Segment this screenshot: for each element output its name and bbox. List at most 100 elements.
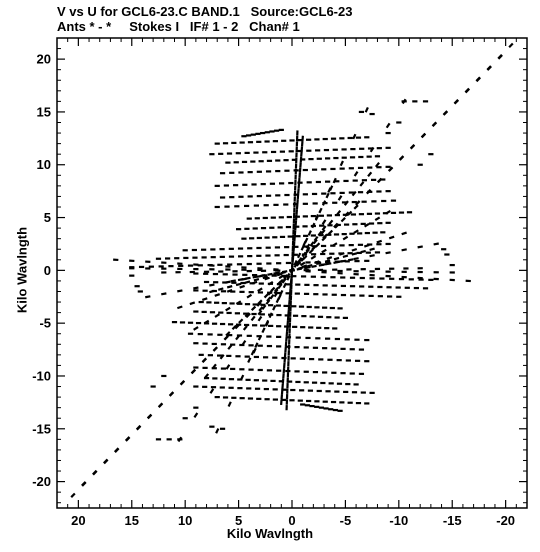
uv-point <box>422 134 426 138</box>
uv-point <box>255 343 257 348</box>
uv-point <box>354 205 358 209</box>
uv-point <box>348 259 353 260</box>
uv-point <box>329 220 332 224</box>
uv-point <box>226 308 230 311</box>
uv-point <box>247 295 251 298</box>
uv-point <box>402 233 407 235</box>
uv-point <box>418 246 423 247</box>
uv-point <box>231 280 236 281</box>
uv-point <box>159 403 163 407</box>
uv-point <box>265 294 269 298</box>
uv-point <box>273 305 275 310</box>
y-axis-label: Kilo Wavlngth <box>15 227 30 313</box>
uv-point <box>277 298 279 303</box>
uv-point <box>244 326 247 330</box>
uv-point <box>343 256 348 257</box>
uv-point <box>343 237 347 240</box>
uv-point <box>282 279 285 283</box>
x-axis-label: Kilo Wavlngth <box>0 526 540 541</box>
uv-point <box>298 258 301 262</box>
uv-point <box>319 208 321 213</box>
y-tick-label: 10 <box>37 157 51 172</box>
uv-point <box>252 316 255 320</box>
uv-point <box>352 249 357 251</box>
uv-point <box>145 296 150 297</box>
uv-point <box>298 253 300 258</box>
y-tick-label: -15 <box>32 421 51 436</box>
uv-point <box>259 316 262 320</box>
uv-point <box>334 258 339 259</box>
uv-point <box>254 279 259 280</box>
uv-point <box>224 336 228 340</box>
uv-point <box>434 243 439 244</box>
uv-point <box>213 347 217 351</box>
uv-point <box>202 298 207 300</box>
uv-point <box>366 107 368 112</box>
uv-point <box>368 172 371 176</box>
uv-point <box>309 231 311 236</box>
uv-point <box>300 263 304 266</box>
uv-point <box>229 402 231 407</box>
uv-point <box>82 482 86 486</box>
y-tick-label: 15 <box>37 104 51 119</box>
uv-point <box>444 111 448 115</box>
uv-point <box>245 281 250 282</box>
uv-point <box>263 277 268 278</box>
uv-point <box>216 429 218 434</box>
uv-point <box>239 319 243 323</box>
uv-point <box>104 459 108 463</box>
uv-point <box>402 249 407 250</box>
uv-point <box>355 172 358 176</box>
uv-point <box>326 263 331 264</box>
uv-point <box>194 327 198 330</box>
uv-point <box>477 78 481 82</box>
uv-point <box>228 345 231 349</box>
uv-point <box>192 370 196 374</box>
uv-point <box>236 284 241 285</box>
uv-point <box>323 220 326 224</box>
uv-point <box>389 237 394 239</box>
uv-point <box>126 437 130 441</box>
uv-point <box>327 257 332 259</box>
uv-point <box>137 426 141 430</box>
uv-point <box>232 326 236 330</box>
uv-point <box>326 193 328 198</box>
uv-point <box>258 288 262 291</box>
uv-point <box>433 123 437 127</box>
uv-point <box>170 392 174 396</box>
uv-point <box>305 238 307 243</box>
uv-point <box>297 269 302 270</box>
uv-point <box>411 145 415 149</box>
uv-point <box>115 448 119 452</box>
uv-point <box>210 389 213 393</box>
y-tick-label: -20 <box>32 474 51 489</box>
uv-point <box>370 255 375 256</box>
uv-point <box>161 293 166 294</box>
uv-point <box>248 358 250 363</box>
uv-point <box>190 302 195 304</box>
uv-point <box>262 328 264 333</box>
uv-point <box>389 167 393 171</box>
uv-point <box>455 100 459 104</box>
uv-point <box>252 307 256 311</box>
uv-point <box>240 286 245 288</box>
uv-point <box>309 250 313 254</box>
uv-point <box>400 156 404 160</box>
y-tick-label: 5 <box>44 210 51 225</box>
uv-point <box>375 217 379 220</box>
uv-point <box>270 295 273 299</box>
uv-point <box>271 288 275 292</box>
uv-point <box>177 290 182 291</box>
uv-point <box>377 241 382 243</box>
uv-point <box>148 414 152 418</box>
uv-point <box>193 287 198 288</box>
uv-point <box>370 249 375 250</box>
uv-point <box>341 218 345 222</box>
uv-point <box>93 471 97 475</box>
uv-point <box>289 270 294 271</box>
uv-point <box>319 265 324 266</box>
uv-point <box>466 89 470 93</box>
uv-point <box>253 277 258 278</box>
